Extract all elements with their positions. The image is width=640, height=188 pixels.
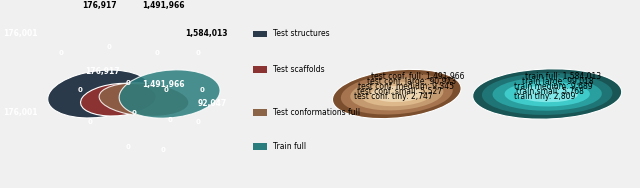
- Text: 0: 0: [196, 50, 201, 56]
- Text: train tiny: 2,809: train tiny: 2,809: [514, 92, 575, 101]
- Ellipse shape: [516, 86, 578, 102]
- Text: 0: 0: [164, 87, 169, 93]
- Text: 1,491,966: 1,491,966: [142, 1, 184, 10]
- Ellipse shape: [99, 83, 189, 116]
- Ellipse shape: [332, 69, 461, 119]
- Text: 0: 0: [77, 87, 83, 93]
- Text: 92,047: 92,047: [198, 99, 227, 108]
- Text: Test structures: Test structures: [273, 29, 330, 38]
- Ellipse shape: [371, 86, 422, 102]
- Text: 0: 0: [58, 50, 63, 56]
- Text: 176,917: 176,917: [85, 67, 120, 76]
- Text: 0: 0: [87, 119, 92, 125]
- FancyBboxPatch shape: [253, 66, 267, 73]
- Text: test conf. full: 1,491,966: test conf. full: 1,491,966: [371, 72, 464, 81]
- Text: 176,001: 176,001: [3, 108, 38, 117]
- Text: 0: 0: [199, 87, 204, 93]
- Text: test conf. small: 5,527: test conf. small: 5,527: [357, 87, 442, 96]
- FancyBboxPatch shape: [253, 109, 267, 116]
- Text: train medium: 9,689: train medium: 9,689: [515, 82, 593, 91]
- Ellipse shape: [482, 73, 612, 115]
- Text: 1,584,013: 1,584,013: [185, 29, 227, 38]
- Ellipse shape: [504, 82, 590, 106]
- Text: test conf. medium: 9,345: test conf. medium: 9,345: [358, 82, 454, 91]
- Text: 0: 0: [106, 44, 111, 50]
- Text: 176,001: 176,001: [3, 29, 38, 38]
- Ellipse shape: [360, 82, 433, 106]
- Text: 0: 0: [161, 147, 166, 153]
- Text: train small: 5,768: train small: 5,768: [516, 87, 584, 96]
- Ellipse shape: [81, 83, 156, 116]
- Text: Test conformations full: Test conformations full: [273, 108, 360, 117]
- Text: 0: 0: [125, 144, 131, 150]
- Text: 176,917: 176,917: [82, 1, 116, 10]
- Text: 0: 0: [132, 110, 137, 116]
- FancyBboxPatch shape: [253, 30, 267, 37]
- FancyBboxPatch shape: [253, 143, 267, 150]
- Text: 0: 0: [196, 119, 201, 125]
- Text: 0: 0: [125, 80, 131, 86]
- Ellipse shape: [493, 77, 602, 111]
- Text: 1,491,966: 1,491,966: [142, 80, 184, 89]
- Ellipse shape: [119, 70, 220, 118]
- Text: train large: 99,018: train large: 99,018: [522, 77, 594, 86]
- Text: test conf. large: 90,973: test conf. large: 90,973: [367, 77, 456, 86]
- Ellipse shape: [473, 69, 621, 119]
- Text: 0: 0: [167, 117, 172, 123]
- Text: Train full: Train full: [273, 142, 307, 151]
- Ellipse shape: [341, 74, 452, 114]
- Ellipse shape: [48, 70, 150, 118]
- Text: Test scaffolds: Test scaffolds: [273, 65, 325, 74]
- Text: train full: 1,584,013: train full: 1,584,013: [525, 72, 601, 81]
- Text: 0: 0: [154, 50, 159, 56]
- Ellipse shape: [350, 78, 444, 110]
- Text: test conf. tiny: 2,747: test conf. tiny: 2,747: [355, 92, 433, 101]
